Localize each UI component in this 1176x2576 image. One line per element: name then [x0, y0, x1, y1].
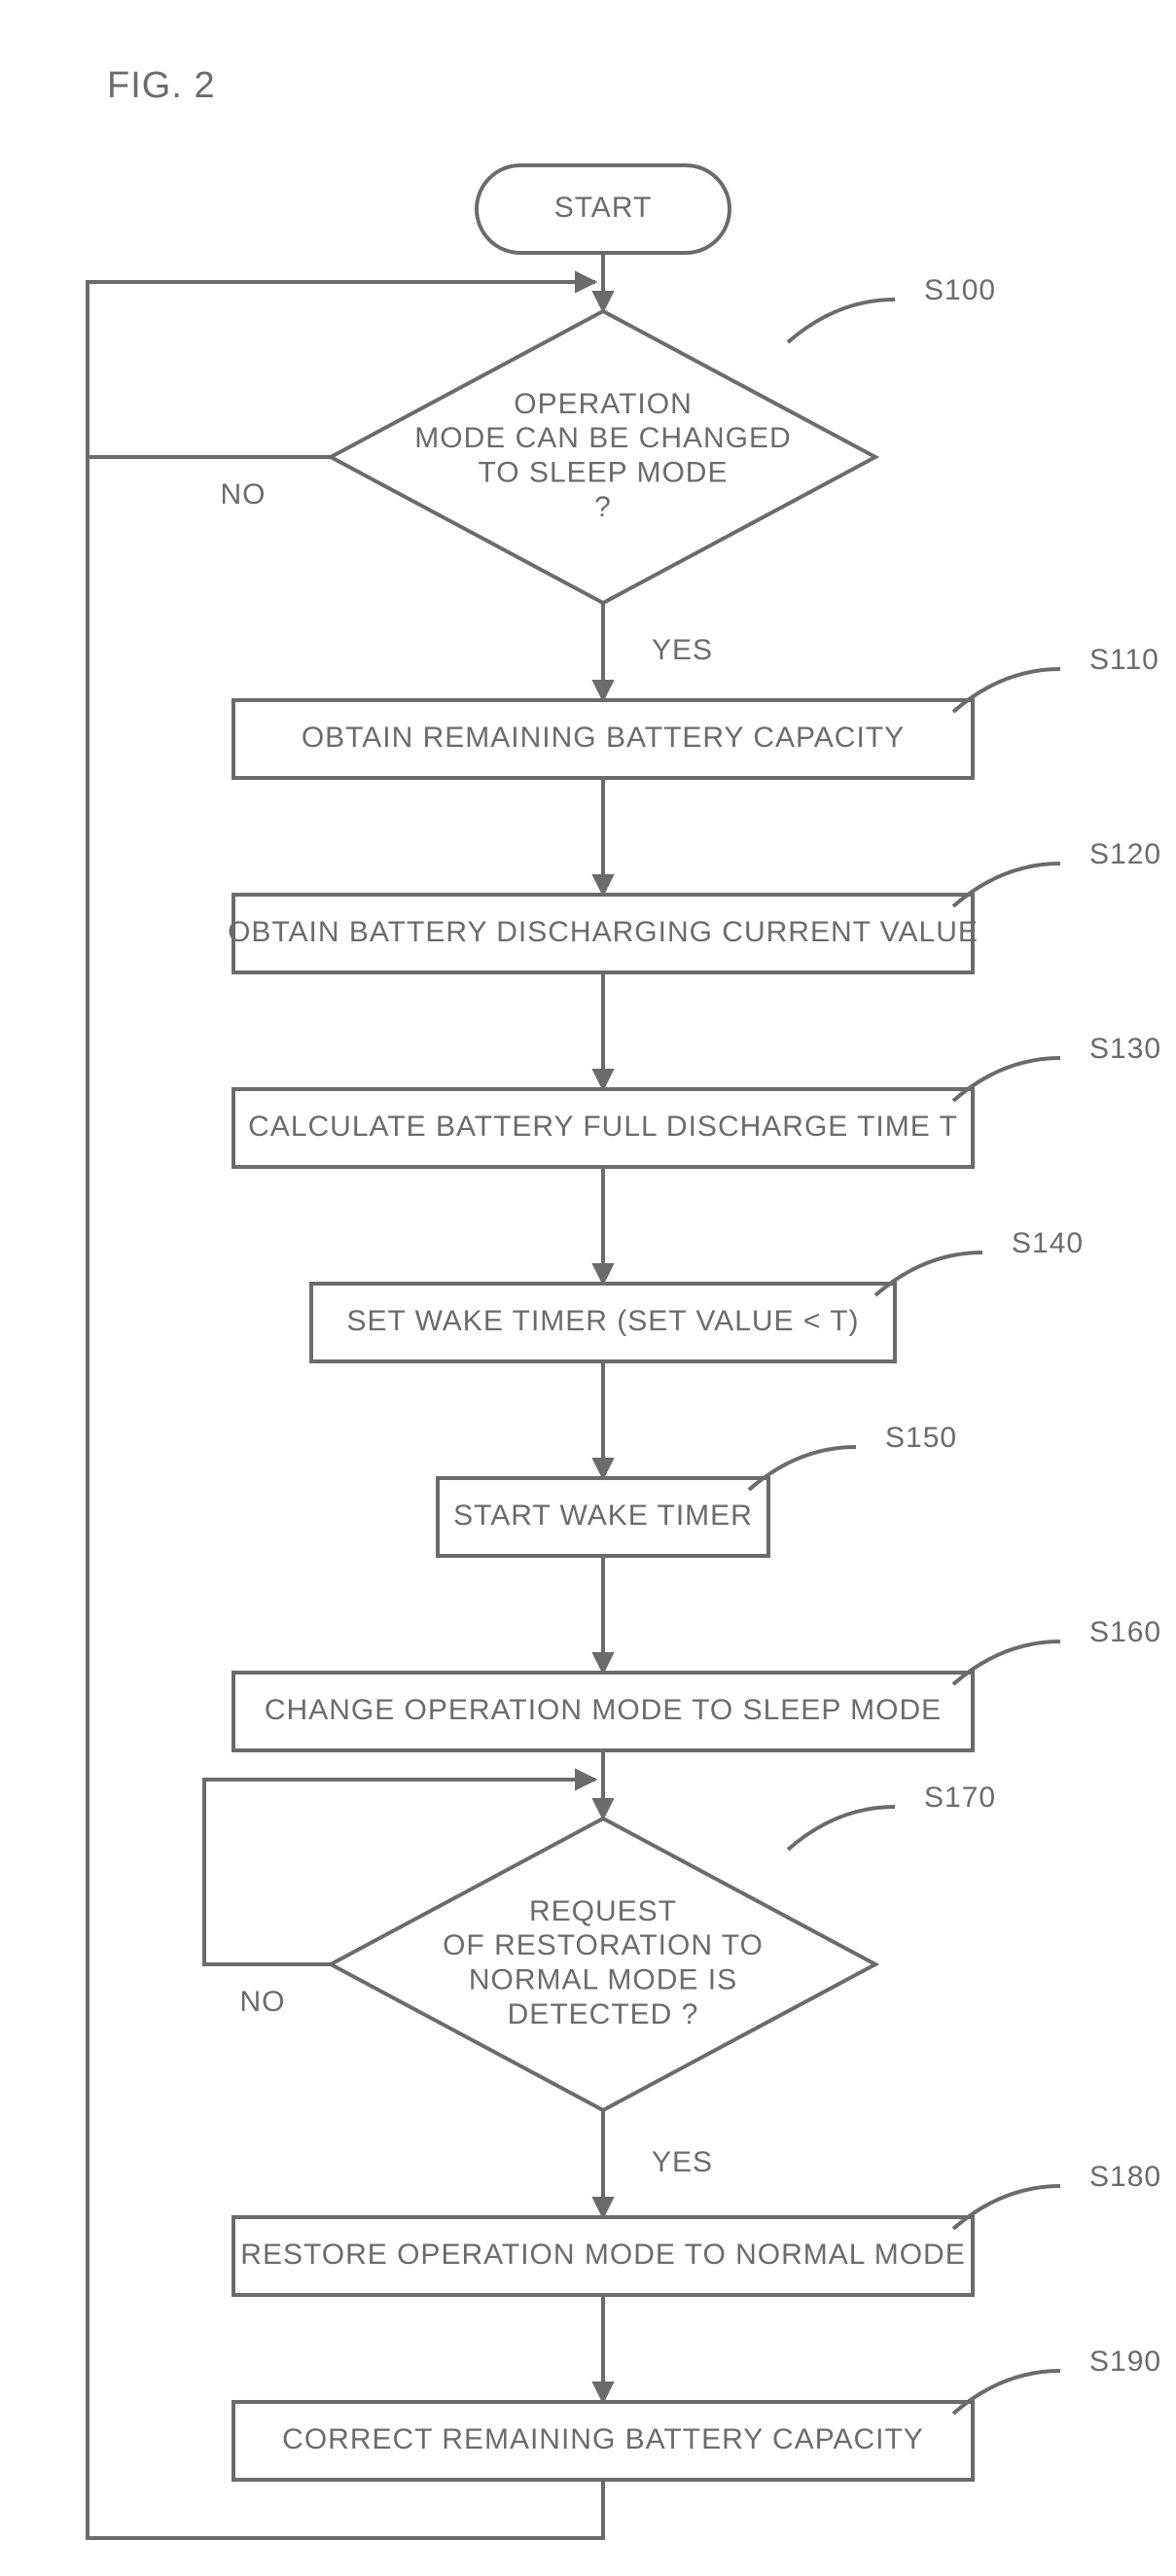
- s150-callout-leader: [749, 1447, 856, 1490]
- s170-no-label: NO: [240, 1986, 286, 2018]
- s100-callout: S100: [924, 274, 996, 306]
- s100-yes-label: YES: [652, 634, 713, 666]
- edge-s190-loop: [88, 282, 603, 2538]
- s100-no-label: NO: [221, 478, 267, 511]
- s180-label: RESTORE OPERATION MODE TO NORMAL MODE: [240, 2239, 965, 2271]
- s100-label: ?: [594, 491, 612, 523]
- s100-label: OPERATION: [514, 388, 692, 420]
- s190-callout: S190: [1089, 2346, 1161, 2378]
- s110-label: OBTAIN REMAINING BATTERY CAPACITY: [302, 722, 905, 754]
- s140-callout: S140: [1012, 1227, 1084, 1259]
- s170-yes-label: YES: [652, 2146, 713, 2178]
- s170-callout-leader: [788, 1807, 895, 1850]
- s170-label: REQUEST: [529, 1895, 677, 1927]
- s160-label: CHANGE OPERATION MODE TO SLEEP MODE: [265, 1694, 942, 1726]
- s100-label: MODE CAN BE CHANGED: [414, 422, 791, 454]
- s170-label: OF RESTORATION TO: [443, 1929, 764, 1961]
- s130-label: CALCULATE BATTERY FULL DISCHARGE TIME T: [248, 1111, 958, 1143]
- s150-callout: S150: [885, 1422, 957, 1454]
- s130-callout-leader: [953, 1058, 1060, 1101]
- figure-label: FIG. 2: [107, 65, 216, 106]
- s160-callout-leader: [953, 1641, 1060, 1684]
- s120-label: OBTAIN BATTERY DISCHARGING CURRENT VALUE: [228, 916, 979, 948]
- s100-label: TO SLEEP MODE: [479, 457, 729, 489]
- s180-callout-leader: [953, 2186, 1060, 2229]
- start-label: START: [554, 192, 653, 224]
- s110-callout: S110: [1089, 644, 1159, 676]
- s170-label: NORMAL MODE IS: [469, 1964, 737, 1996]
- s120-callout: S120: [1089, 838, 1161, 870]
- s190-callout-leader: [953, 2371, 1060, 2414]
- s100-callout-leader: [788, 300, 895, 342]
- s190-label: CORRECT REMAINING BATTERY CAPACITY: [282, 2423, 924, 2455]
- s180-callout: S180: [1089, 2161, 1161, 2193]
- s140-callout-leader: [875, 1253, 982, 1295]
- s170-callout: S170: [924, 1782, 996, 1814]
- s120-callout-leader: [953, 864, 1060, 906]
- s110-callout-leader: [953, 669, 1060, 712]
- s130-callout: S130: [1089, 1033, 1161, 1065]
- s150-label: START WAKE TIMER: [453, 1500, 753, 1532]
- s170-label: DETECTED ?: [508, 1998, 699, 2030]
- s140-label: SET WAKE TIMER (SET VALUE < T): [346, 1305, 859, 1337]
- s160-callout: S160: [1089, 1616, 1161, 1648]
